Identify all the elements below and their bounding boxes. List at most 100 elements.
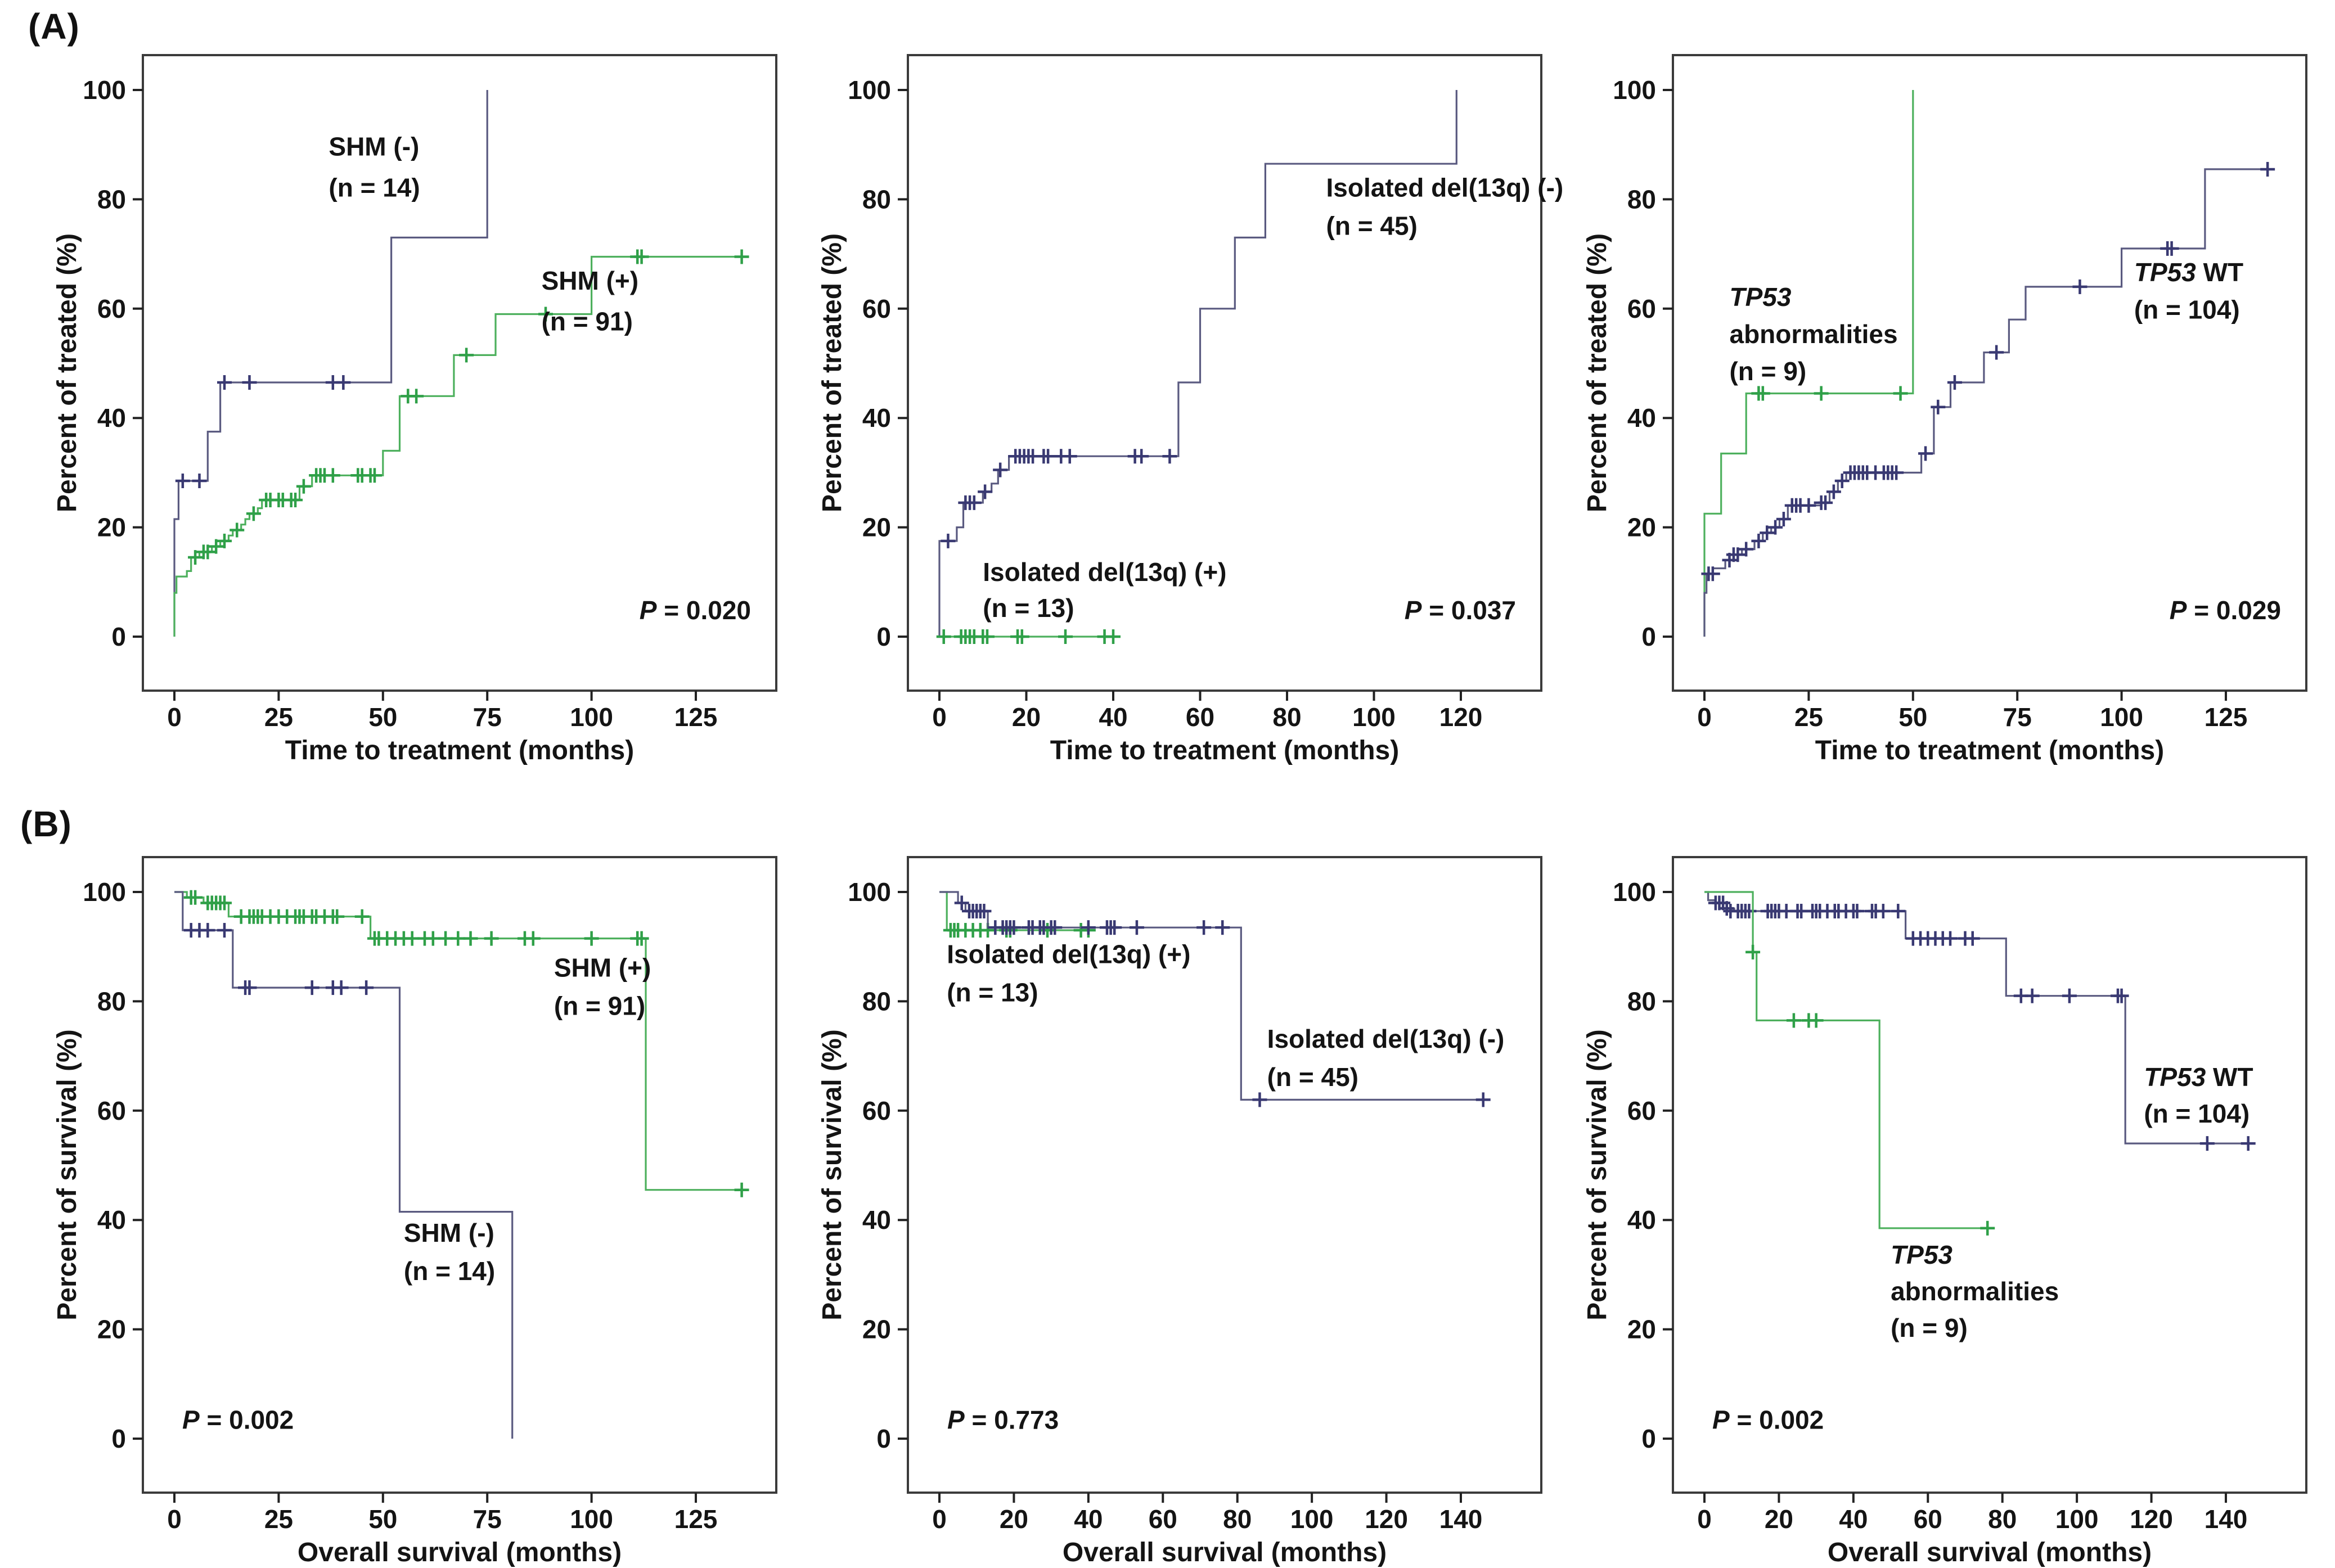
- km-chart-time-to-treatment-del13q: 0 20 40 60 80 100 120 0 20 40 60 80 100 Time to treat…: [817, 54, 1564, 765]
- annotation: (n = 45): [1326, 211, 1418, 241]
- x-tick-label: 20: [1765, 1504, 1793, 1534]
- p-value-label: P = 0.037: [1405, 596, 1516, 625]
- km-curve: [174, 891, 514, 1439]
- annotation: (n = 13): [947, 977, 1038, 1007]
- x-tick-label: 100: [2055, 1504, 2099, 1534]
- x-tick-label: 75: [473, 1504, 502, 1534]
- y-tick-label: 80: [97, 184, 126, 214]
- x-tick-label: 20: [1012, 702, 1041, 732]
- annotation: Isolated del(13q) (-): [1326, 173, 1564, 202]
- y-tick-label: 40: [97, 403, 126, 432]
- km-chart-overall-survival-tp53: 0 20 40 60 80 100 120 140 0 20 40 60 80 100 Overall su…: [1582, 856, 2307, 1567]
- y-tick-label: 80: [1627, 986, 1656, 1016]
- annotation: TP53: [1729, 282, 1791, 312]
- p-value-label: P = 0.002: [182, 1405, 294, 1435]
- x-tick-label: 100: [570, 702, 613, 732]
- y-tick-label: 0: [1641, 1424, 1656, 1453]
- annotation: SHM (+): [554, 953, 651, 983]
- annotation: abnormalities: [1729, 319, 1897, 349]
- annotation: (n = 91): [542, 307, 633, 336]
- km-chart-time-to-treatment-shm: 0 25 50 75 100 125 0 20 40 60 80 100 Time to treatme…: [52, 54, 777, 765]
- plot-frame: [142, 54, 777, 692]
- km-curve: [173, 255, 742, 637]
- km-curve: [938, 90, 1457, 637]
- y-tick-label: 60: [1627, 294, 1656, 323]
- x-tick-label: 75: [2003, 702, 2032, 732]
- annotation: SHM (-): [404, 1218, 494, 1247]
- x-tick-label: 125: [674, 1504, 718, 1534]
- x-tick-label: 120: [1365, 1504, 1408, 1534]
- y-tick-label: 60: [97, 1096, 126, 1125]
- y-tick-label: 0: [876, 1424, 891, 1453]
- x-tick-label: 25: [264, 1504, 293, 1534]
- annotation: (n = 104): [2144, 1099, 2249, 1128]
- km-chart-overall-survival-shm: 0 25 50 75 100 125 0 20 40 60 80 100 Overall surviva…: [52, 856, 777, 1567]
- x-tick-label: 0: [167, 1504, 182, 1534]
- x-tick-label: 60: [1149, 1504, 1177, 1534]
- panel-a-label: (A): [28, 6, 80, 47]
- x-tick-label: 40: [1839, 1504, 1868, 1534]
- x-tick-label: 0: [1697, 702, 1712, 732]
- y-tick-label: 60: [862, 294, 891, 323]
- x-tick-label: 60: [1186, 702, 1214, 732]
- y-tick-label: 40: [862, 1205, 891, 1234]
- y-axis-title: Percent of survival (%): [52, 1029, 82, 1321]
- x-tick-label: 75: [473, 702, 502, 732]
- y-tick-label: 0: [876, 622, 891, 651]
- y-tick-label: 0: [111, 622, 126, 651]
- x-axis-title: Time to treatment (months): [285, 736, 634, 765]
- y-tick-label: 0: [1641, 622, 1656, 651]
- y-tick-label: 100: [848, 877, 891, 907]
- y-tick-label: 100: [1613, 75, 1656, 105]
- x-tick-label: 40: [1099, 702, 1127, 732]
- p-value-label: P = 0.773: [947, 1405, 1059, 1435]
- x-tick-label: 100: [2100, 702, 2143, 732]
- x-tick-label: 120: [1439, 702, 1483, 732]
- x-tick-label: 40: [1074, 1504, 1103, 1534]
- plot-frame: [1672, 54, 2307, 692]
- annotation: Isolated del(13q) (+): [983, 557, 1226, 587]
- x-tick-label: 125: [674, 702, 718, 732]
- annotation: SHM (+): [542, 266, 638, 295]
- annotation: TP53 WT: [2134, 258, 2243, 287]
- km-curve: [1704, 891, 1988, 1229]
- x-axis-title: Overall survival (months): [298, 1538, 622, 1567]
- p-value-label: P = 0.020: [640, 596, 751, 625]
- y-tick-label: 40: [97, 1205, 126, 1234]
- x-tick-label: 25: [264, 702, 293, 732]
- annotation: (n = 91): [554, 992, 645, 1021]
- annotation: (n = 9): [1729, 357, 1806, 386]
- x-tick-label: 0: [167, 702, 182, 732]
- x-tick-label: 50: [368, 1504, 397, 1534]
- x-tick-label: 120: [2130, 1504, 2173, 1534]
- y-tick-label: 20: [1627, 513, 1656, 542]
- y-tick-label: 20: [97, 1315, 126, 1344]
- annotation: TP53: [1891, 1240, 1952, 1269]
- y-tick-label: 100: [1613, 877, 1656, 907]
- y-tick-label: 100: [848, 75, 891, 105]
- annotation: (n = 45): [1267, 1062, 1358, 1092]
- x-tick-label: 140: [2204, 1504, 2248, 1534]
- p-value-label: P = 0.002: [1712, 1405, 1824, 1435]
- plot-frame: [142, 856, 777, 1494]
- annotation: (n = 9): [1891, 1313, 1968, 1342]
- x-tick-label: 100: [570, 1504, 613, 1534]
- y-tick-label: 100: [83, 877, 126, 907]
- y-axis-title: Percent of survival (%): [1582, 1029, 1612, 1321]
- km-chart-overall-survival-del13q: 0 20 40 60 80 100 120 140 0 20 40 60 80 100 Overall su…: [817, 856, 1542, 1567]
- km-curve: [1703, 90, 1914, 637]
- y-axis-title: Percent of treated (%): [52, 233, 82, 512]
- annotation: TP53 WT: [2144, 1062, 2253, 1092]
- km-curve: [173, 90, 488, 637]
- x-tick-label: 60: [1914, 1504, 1942, 1534]
- panel-b-label: (B): [20, 804, 72, 844]
- x-axis-title: Time to treatment (months): [1815, 736, 2164, 765]
- y-tick-label: 80: [862, 986, 891, 1016]
- x-tick-label: 50: [1898, 702, 1927, 732]
- y-tick-label: 20: [1627, 1315, 1656, 1344]
- annotation: Isolated del(13q) (-): [1267, 1024, 1505, 1053]
- km-curve: [1703, 168, 2272, 637]
- y-tick-label: 60: [862, 1096, 891, 1125]
- x-axis-title: Overall survival (months): [1063, 1538, 1387, 1567]
- x-axis-title: Time to treatment (months): [1050, 736, 1399, 765]
